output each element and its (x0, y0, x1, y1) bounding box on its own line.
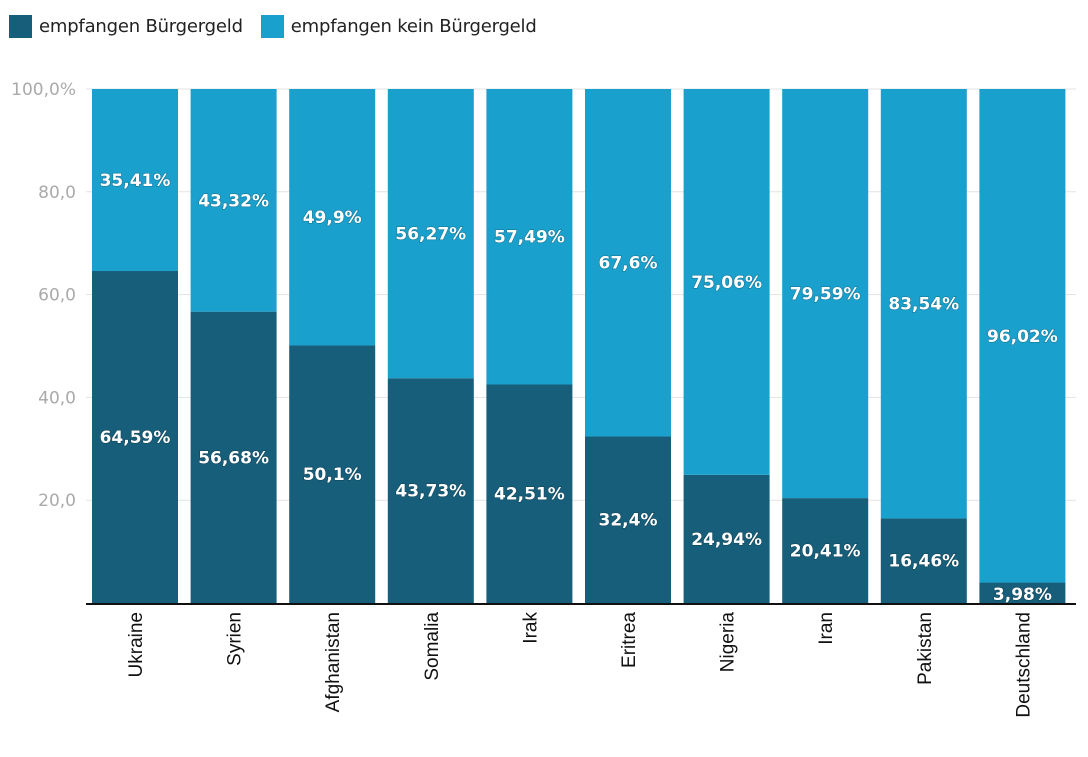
legend-item-kein-buergergeld[interactable]: empfangen kein Bürgergeld (260, 15, 537, 38)
x-tick-label: Ukraine (126, 612, 147, 677)
y-tick-label: 100,0% (11, 80, 76, 100)
legend-swatch-kein-buergergeld (260, 15, 284, 38)
y-tick-label: 80,0 (38, 183, 76, 203)
data-label: 3,98% (993, 585, 1052, 605)
data-label: 24,94% (691, 530, 762, 550)
y-tick-label: 60,0 (38, 286, 76, 306)
legend: empfangen Bürgergeld empfangen kein Bürg… (9, 15, 555, 38)
bar-segment-buergergeld (979, 582, 1066, 603)
x-tick-label: Deutschland (1013, 612, 1034, 718)
bar-segment-kein-buergergeld (190, 89, 277, 312)
bar-segment-buergergeld (683, 474, 770, 603)
x-tick-label: Nigeria (718, 612, 739, 673)
data-label: 67,6% (599, 254, 658, 274)
data-label: 16,46% (888, 552, 959, 572)
bars (92, 89, 1066, 603)
bar-segment-buergergeld (782, 498, 869, 603)
bar-segment-kein-buergergeld (585, 89, 671, 437)
data-label: 20,41% (790, 542, 861, 562)
bar-segment-buergergeld (387, 378, 474, 603)
bar-segment-buergergeld (585, 436, 671, 603)
x-axis: Ukraine Syrien Afghanistan Somalia Irak Eritr… (126, 612, 1034, 718)
x-tick-label: Somalia (422, 612, 443, 681)
y-axis: 20,0 40,0 60,0 80,0 100,0% (11, 80, 76, 511)
data-label: 49,9% (303, 208, 362, 228)
bar-segment-kein-buergergeld (979, 89, 1066, 583)
bar-segment-kein-buergergeld (289, 89, 376, 346)
y-tick-label: 40,0 (38, 388, 76, 408)
bar-segment-kein-buergergeld (683, 89, 770, 475)
data-label: 56,27% (395, 225, 466, 245)
legend-item-buergergeld[interactable]: empfangen Bürgergeld (9, 15, 243, 38)
bar-segment-kein-buergergeld (782, 89, 869, 499)
bar-segment-kein-buergergeld (880, 89, 967, 519)
bar-segment-kein-buergergeld (387, 89, 474, 379)
y-tick-label: 20,0 (38, 491, 76, 511)
data-label: 42,51% (494, 485, 565, 505)
data-label: 75,06% (691, 273, 762, 293)
bar-segment-buergergeld (190, 311, 277, 603)
bar-segment-kein-buergergeld (92, 89, 178, 272)
data-label: 57,49% (494, 228, 565, 248)
data-label: 35,41% (100, 171, 171, 191)
data-label: 50,1% (303, 465, 362, 485)
bar-segment-buergergeld (92, 271, 178, 603)
x-tick-label: Eritrea (619, 612, 640, 668)
data-label: 83,54% (888, 295, 959, 315)
data-label: 43,32% (198, 191, 269, 211)
data-label: 64,59% (100, 428, 171, 448)
bar-segment-buergergeld (486, 384, 573, 603)
bar-segment-buergergeld (880, 518, 967, 603)
x-tick-label: Syrien (225, 612, 246, 666)
x-tick-label: Iran (816, 612, 837, 645)
legend-label-kein-buergergeld: empfangen kein Bürgergeld (290, 16, 537, 37)
x-tick-label: Afghanistan (323, 612, 344, 712)
bar-segment-kein-buergergeld (486, 89, 573, 385)
data-label: 79,59% (790, 285, 861, 305)
data-label: 96,02% (987, 327, 1058, 347)
legend-label-buergergeld: empfangen Bürgergeld (39, 16, 243, 37)
x-tick-label: Pakistan (915, 612, 936, 685)
x-tick-label: Irak (520, 612, 541, 644)
value-labels: 64,59% 35,41% 56,68% 43,32% 50,1% 49,9% 43,73%… (99, 170, 1058, 605)
data-label: 56,68% (198, 448, 269, 468)
data-label: 32,4% (599, 511, 658, 531)
bar-segment-buergergeld (289, 345, 376, 603)
legend-swatch-buergergeld (9, 15, 32, 38)
data-label: 43,73% (395, 482, 466, 502)
